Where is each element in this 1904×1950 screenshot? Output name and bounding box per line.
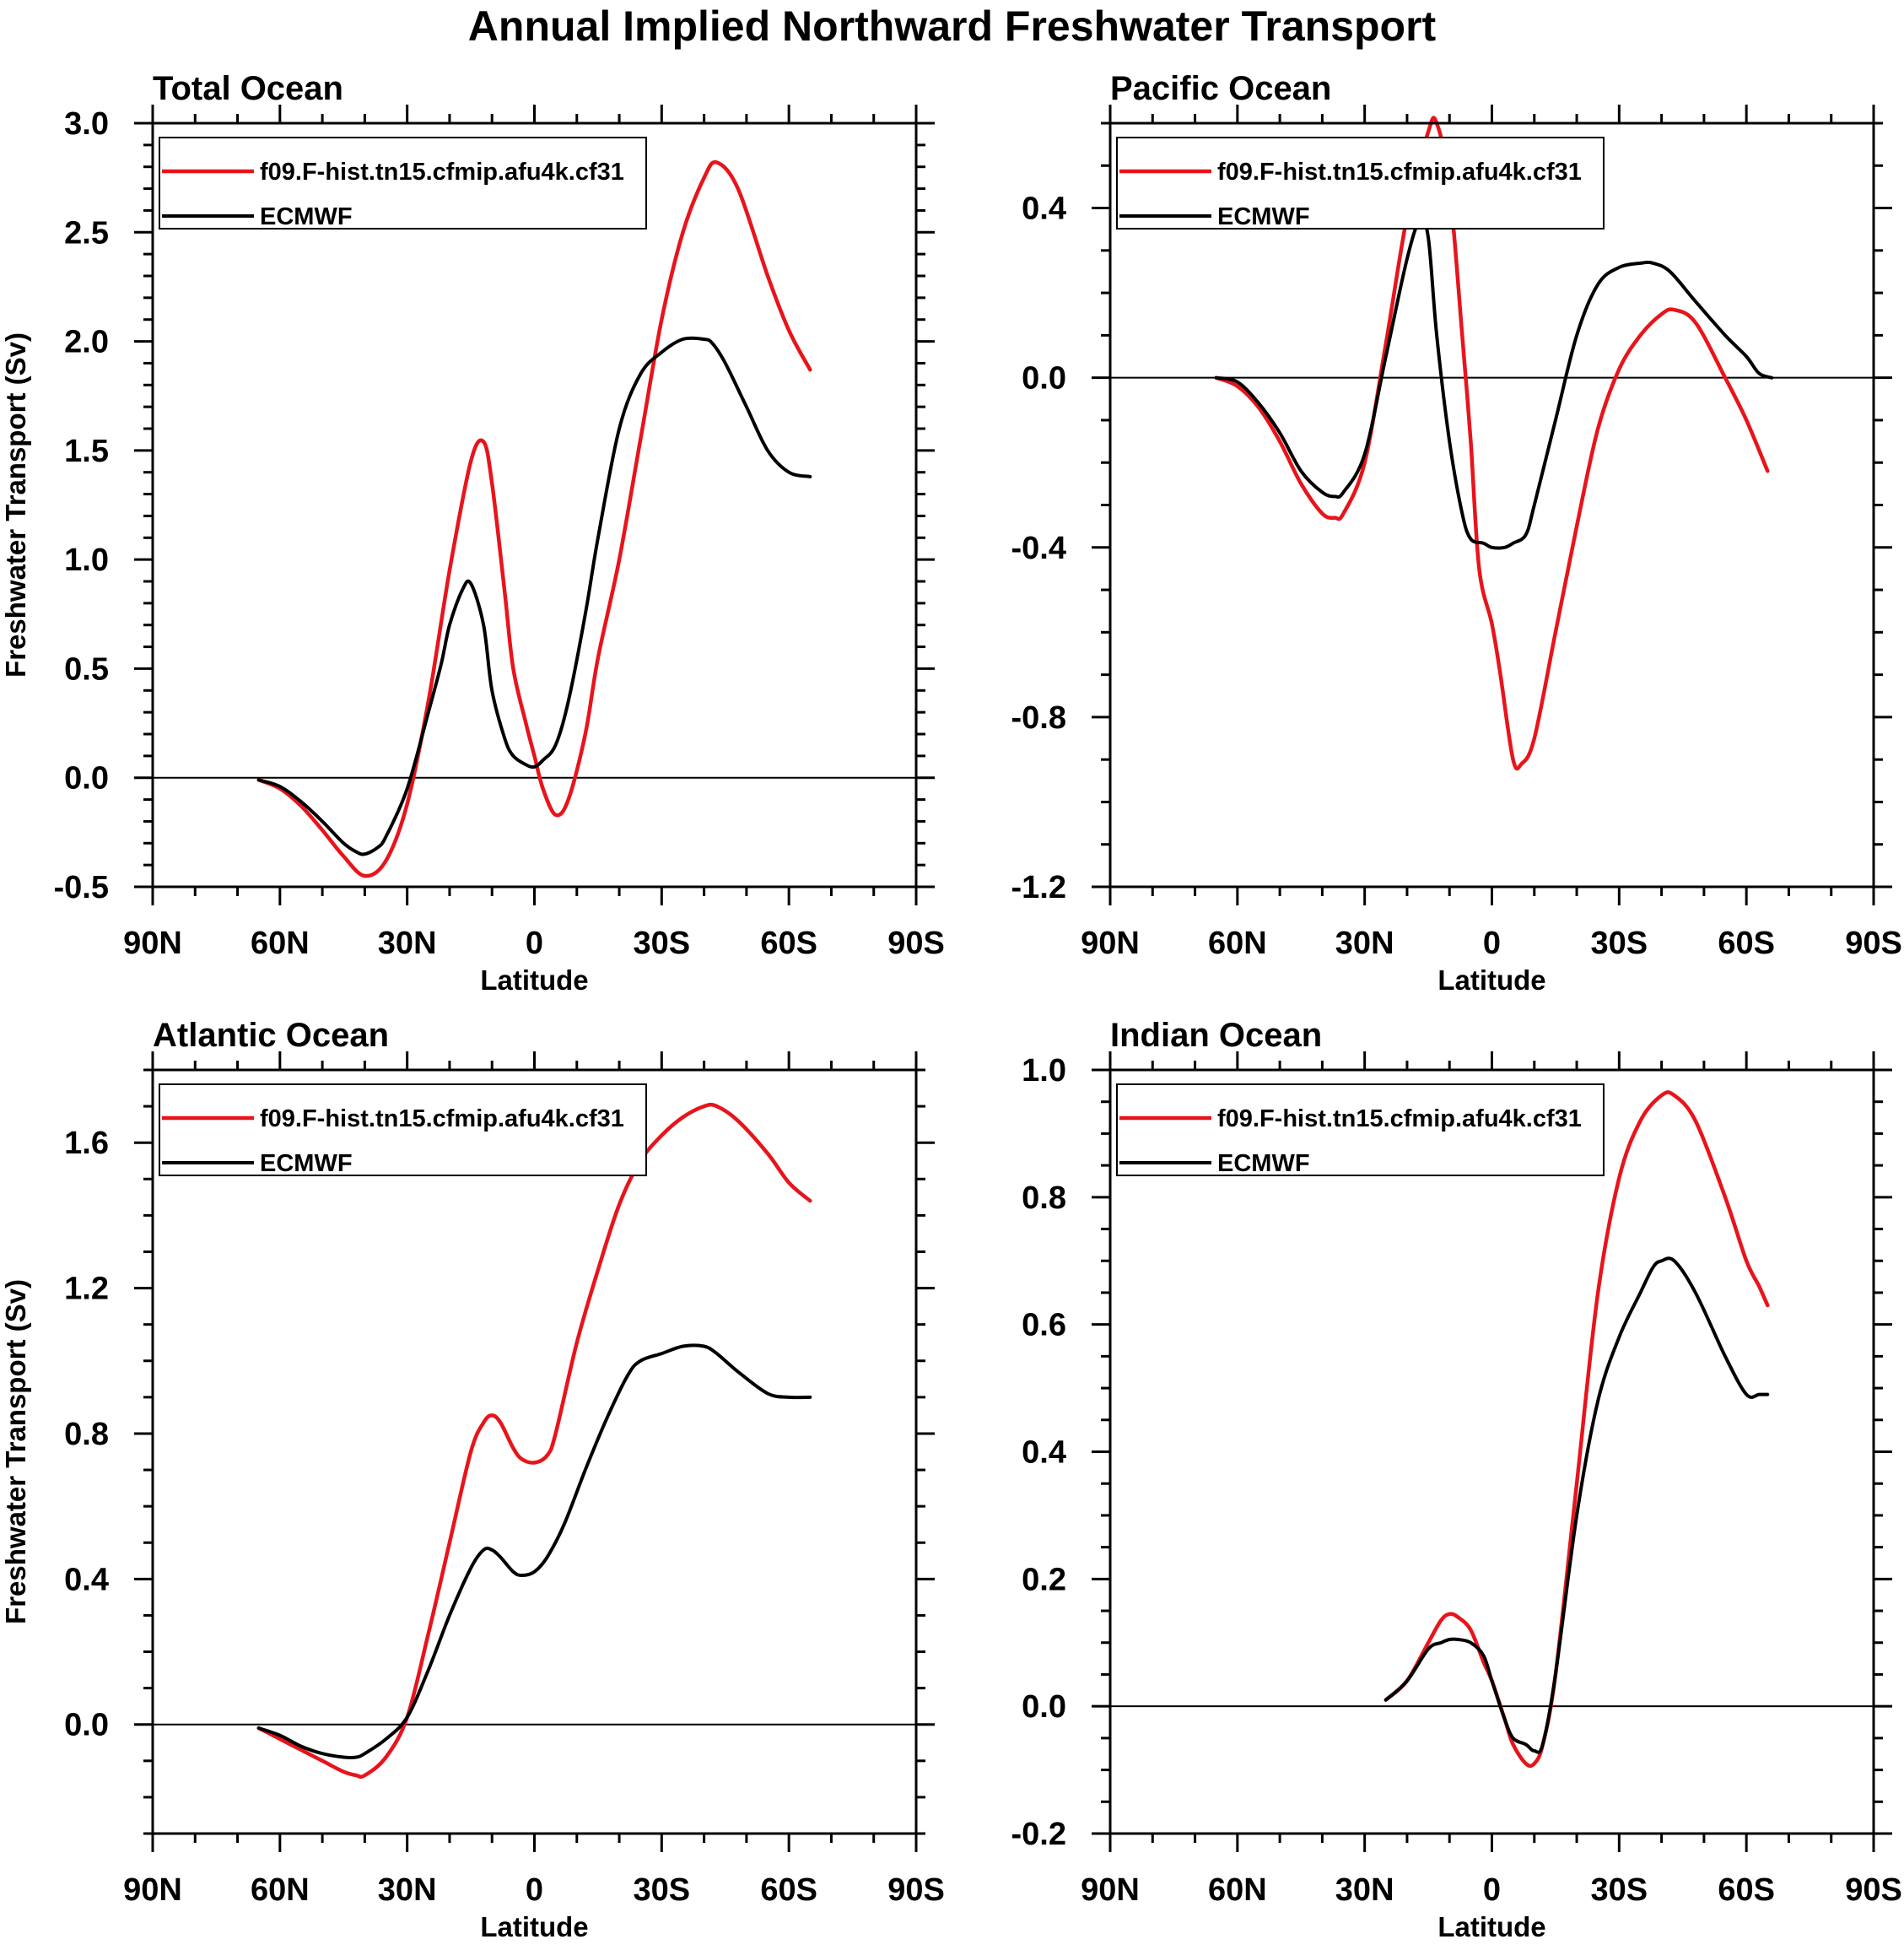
- x-tick-label: 30S: [1591, 926, 1648, 961]
- model-series-line: [1214, 116, 1770, 771]
- y-tick-label: 0.2: [1022, 1562, 1066, 1597]
- x-tick-label: 60S: [760, 1872, 817, 1908]
- legend-box: [159, 1083, 647, 1176]
- y-tick-label: -0.8: [1011, 700, 1066, 736]
- y-tick-label: 0.0: [64, 761, 109, 797]
- legend: f09.F-hist.tn15.cfmip.afu4k.cf31 ECMWF: [159, 1083, 647, 1177]
- legend-model-label: f09.F-hist.tn15.cfmip.afu4k.cf31: [260, 1105, 624, 1132]
- y-tick-label: 0.0: [1022, 1689, 1066, 1725]
- y-tick-label: 1.0: [64, 543, 109, 578]
- y-tick-label: 1.0: [1022, 1053, 1066, 1088]
- x-axis-label: Latitude: [1437, 1911, 1545, 1942]
- x-tick-label: 60N: [251, 926, 310, 961]
- panel-title: Total Ocean: [153, 70, 343, 107]
- legend-box: [1116, 137, 1605, 230]
- legend-ecmwf-label: ECMWF: [1217, 203, 1310, 230]
- panel-indian-ocean: Indian Ocean 90N 60N 30N 0 30S 60S 90S -0.2 0.0 0.…: [1011, 1017, 1902, 1942]
- y-tick-label: 2.0: [64, 325, 109, 360]
- x-tick-label: 60S: [1718, 1872, 1775, 1908]
- y-tick-label: 0.4: [1022, 192, 1066, 227]
- x-tick-label: 90S: [1845, 1872, 1902, 1908]
- x-tick-label: 0: [526, 1872, 543, 1908]
- ecmwf-series-line: [256, 1343, 812, 1760]
- model-series-line: [256, 1102, 812, 1780]
- x-tick-label: 60N: [1208, 926, 1267, 961]
- x-tick-label: 30N: [378, 926, 437, 961]
- y-tick-label: 0.8: [64, 1417, 109, 1452]
- x-tick-label: 0: [526, 926, 543, 961]
- x-tick-label: 30N: [1335, 926, 1394, 961]
- legend-ecmwf-label: ECMWF: [1217, 1150, 1310, 1177]
- y-tick-label: 0.6: [1022, 1308, 1066, 1343]
- legend-ecmwf-label: ECMWF: [260, 203, 353, 230]
- panel-title: Atlantic Ocean: [153, 1017, 389, 1054]
- y-axis-label: Freshwater Transport (Sv): [0, 332, 31, 678]
- y-tick-label: 0.5: [64, 651, 109, 687]
- legend-model-label: f09.F-hist.tn15.cfmip.afu4k.cf31: [1217, 1105, 1582, 1132]
- y-tick-label: -0.4: [1011, 531, 1066, 566]
- plot-frame: [1108, 1068, 1875, 1835]
- x-tick-label: 30S: [634, 1872, 691, 1908]
- y-tick-label: 0.4: [64, 1562, 109, 1597]
- y-tick-label: 1.5: [64, 434, 109, 469]
- y-tick-label: 1.2: [64, 1272, 109, 1307]
- panel-total-ocean: Total Ocean 90N 60N 30N 0 30S 60S 90S -0.5 0.0 0.5…: [0, 70, 945, 996]
- figure-title: Annual Implied Northward Freshwater Tran…: [467, 3, 1437, 50]
- legend-model-label: f09.F-hist.tn15.cfmip.afu4k.cf31: [1217, 159, 1582, 186]
- y-tick-label: -0.5: [54, 870, 109, 905]
- plot-frame: [1108, 122, 1875, 889]
- y-tick-label: 0.4: [1022, 1435, 1066, 1471]
- legend: f09.F-hist.tn15.cfmip.afu4k.cf31 ECMWF: [1116, 1083, 1605, 1177]
- model-series-line: [1384, 1090, 1770, 1769]
- x-tick-label: 90S: [1845, 926, 1902, 961]
- x-tick-label: 0: [1483, 926, 1501, 961]
- x-tick-label: 90S: [887, 926, 945, 961]
- x-axis-label: Latitude: [1437, 964, 1545, 996]
- legend: f09.F-hist.tn15.cfmip.afu4k.cf31 ECMWF: [1116, 137, 1605, 230]
- x-axis-label: Latitude: [480, 964, 588, 996]
- x-tick-label: 0: [1483, 1872, 1501, 1908]
- y-tick-label: -0.2: [1011, 1817, 1066, 1852]
- plot-frame: [151, 122, 918, 889]
- x-tick-label: 60S: [1718, 926, 1775, 961]
- x-tick-label: 30S: [634, 926, 691, 961]
- y-tick-label: -1.2: [1011, 870, 1066, 905]
- x-tick-label: 90N: [123, 1872, 182, 1908]
- x-tick-label: 90N: [1081, 1872, 1140, 1908]
- x-tick-label: 60S: [760, 926, 817, 961]
- model-series-line: [256, 159, 812, 878]
- x-tick-label: 90S: [887, 1872, 945, 1908]
- ecmwf-series-line: [1384, 1256, 1770, 1754]
- legend-model-label: f09.F-hist.tn15.cfmip.afu4k.cf31: [260, 159, 624, 186]
- legend: f09.F-hist.tn15.cfmip.afu4k.cf31 ECMWF: [159, 137, 647, 230]
- ecmwf-series-line: [256, 336, 812, 856]
- y-tick-label: 3.0: [64, 106, 109, 142]
- x-tick-label: 60N: [1208, 1872, 1267, 1908]
- panel-pacific-ocean: Pacific Ocean 90N 60N 30N 0 30S 60S 90S -1.2 -0.8…: [1011, 70, 1902, 996]
- y-tick-label: 2.5: [64, 215, 109, 251]
- x-tick-label: 30N: [378, 1872, 437, 1908]
- x-tick-label: 30N: [1335, 1872, 1394, 1908]
- panel-atlantic-ocean: Atlantic Ocean 90N 60N 30N 0 30S 60S 90S 0.0 0.4 0…: [0, 1017, 945, 1942]
- plot-frame: [151, 1068, 918, 1835]
- y-tick-label: 0.0: [1022, 361, 1066, 397]
- legend-box: [1116, 1083, 1605, 1176]
- legend-ecmwf-label: ECMWF: [260, 1150, 353, 1177]
- legend-box: [159, 137, 647, 230]
- x-tick-label: 60N: [251, 1872, 310, 1908]
- y-tick-label: 1.6: [64, 1126, 109, 1161]
- panel-title: Pacific Ocean: [1110, 70, 1331, 107]
- y-tick-label: 0.0: [64, 1708, 109, 1743]
- x-axis-label: Latitude: [480, 1911, 588, 1942]
- panel-title: Indian Ocean: [1110, 1017, 1322, 1054]
- y-axis-label: Freshwater Transport (Sv): [0, 1279, 31, 1624]
- x-tick-label: 90N: [123, 926, 182, 961]
- ecmwf-series-line: [1214, 217, 1774, 550]
- y-tick-label: 0.8: [1022, 1180, 1066, 1216]
- x-tick-label: 30S: [1591, 1872, 1648, 1908]
- x-tick-label: 90N: [1081, 926, 1140, 961]
